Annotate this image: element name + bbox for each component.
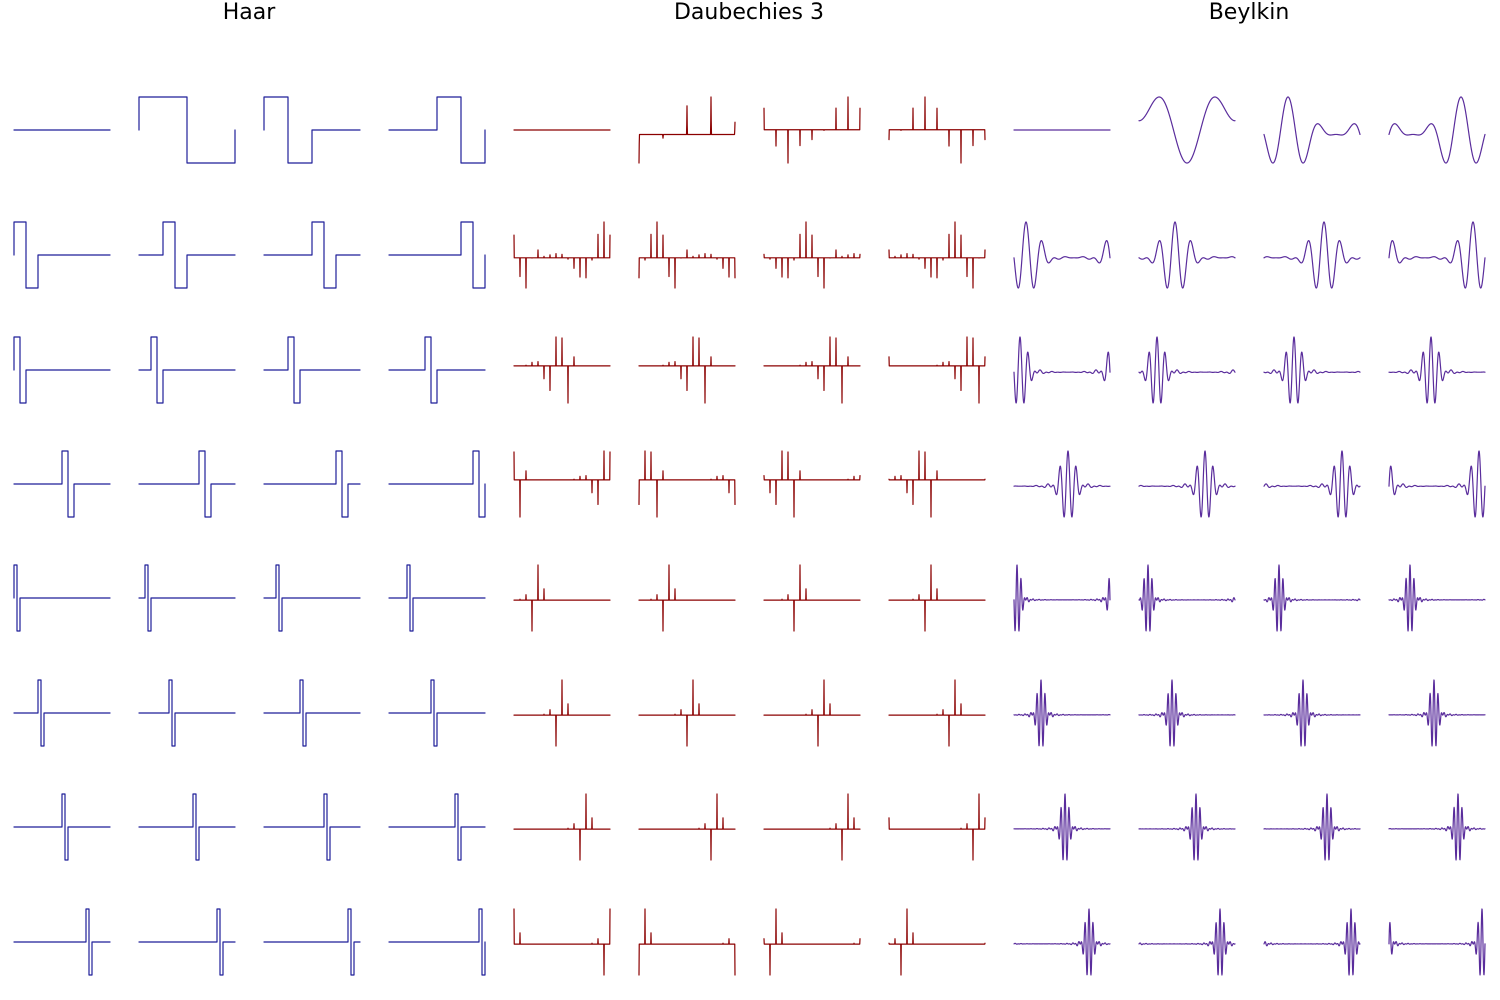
daubechies-3-basis-1 bbox=[638, 96, 736, 164]
beylkin-basis-17 bbox=[1138, 564, 1236, 632]
daubechies-3-basis-27 bbox=[888, 793, 986, 861]
haar-basis-8 bbox=[13, 336, 111, 404]
beylkin-basis-8 bbox=[1013, 336, 1111, 404]
beylkin-basis-28 bbox=[1013, 908, 1111, 976]
daubechies-3-basis-9 bbox=[638, 336, 736, 404]
beylkin-basis-5 bbox=[1138, 221, 1236, 289]
beylkin-basis-21 bbox=[1138, 679, 1236, 747]
beylkin-basis-31 bbox=[1388, 908, 1486, 976]
daubechies-3-basis-8 bbox=[513, 336, 611, 404]
haar-basis-22 bbox=[263, 679, 361, 747]
daubechies-3-basis-18 bbox=[763, 564, 861, 632]
haar-basis-15 bbox=[388, 450, 486, 518]
haar-basis-11 bbox=[388, 336, 486, 404]
beylkin-basis-1 bbox=[1138, 96, 1236, 164]
beylkin-basis-14 bbox=[1263, 450, 1361, 518]
haar-basis-1 bbox=[138, 96, 236, 164]
haar-basis-10 bbox=[263, 336, 361, 404]
beylkin-basis-27 bbox=[1388, 793, 1486, 861]
haar-basis-29 bbox=[138, 908, 236, 976]
beylkin-basis-7 bbox=[1388, 221, 1486, 289]
daubechies-3-basis-17 bbox=[638, 564, 736, 632]
daubechies-3-basis-15 bbox=[888, 450, 986, 518]
daubechies-3-basis-19 bbox=[888, 564, 986, 632]
beylkin-basis-22 bbox=[1263, 679, 1361, 747]
haar-basis-24 bbox=[13, 793, 111, 861]
daubechies-3-basis-22 bbox=[763, 679, 861, 747]
beylkin-basis-15 bbox=[1388, 450, 1486, 518]
haar-basis-14 bbox=[263, 450, 361, 518]
beylkin-basis-16 bbox=[1013, 564, 1111, 632]
daubechies-3-basis-12 bbox=[513, 450, 611, 518]
daubechies-3-basis-13 bbox=[638, 450, 736, 518]
beylkin-basis-20 bbox=[1013, 679, 1111, 747]
daubechies-3-basis-21 bbox=[638, 679, 736, 747]
haar-basis-4 bbox=[13, 221, 111, 289]
haar-basis-23 bbox=[388, 679, 486, 747]
beylkin-basis-9 bbox=[1138, 336, 1236, 404]
beylkin-basis-30 bbox=[1263, 908, 1361, 976]
beylkin-title: Beylkin bbox=[1208, 0, 1290, 25]
beylkin-basis-11 bbox=[1388, 336, 1486, 404]
haar-basis-13 bbox=[138, 450, 236, 518]
haar-basis-5 bbox=[138, 221, 236, 289]
haar-basis-30 bbox=[263, 908, 361, 976]
haar-basis-9 bbox=[138, 336, 236, 404]
daubechies-3-basis-2 bbox=[763, 96, 861, 164]
haar-basis-12 bbox=[13, 450, 111, 518]
daubechies-3-basis-11 bbox=[888, 336, 986, 404]
haar-basis-26 bbox=[263, 793, 361, 861]
haar-basis-18 bbox=[263, 564, 361, 632]
beylkin-basis-10 bbox=[1263, 336, 1361, 404]
daubechies-3-basis-7 bbox=[888, 221, 986, 289]
daubechies-3-basis-24 bbox=[513, 793, 611, 861]
haar-basis-25 bbox=[138, 793, 236, 861]
beylkin-basis-4 bbox=[1013, 221, 1111, 289]
haar-basis-16 bbox=[13, 564, 111, 632]
daubechies-3-basis-28 bbox=[513, 908, 611, 976]
daubechies-3-basis-4 bbox=[513, 221, 611, 289]
daubechies-3-basis-10 bbox=[763, 336, 861, 404]
beylkin-basis-18 bbox=[1263, 564, 1361, 632]
haar-basis-21 bbox=[138, 679, 236, 747]
haar-basis-3 bbox=[388, 96, 486, 164]
beylkin-basis-25 bbox=[1138, 793, 1236, 861]
haar-basis-20 bbox=[13, 679, 111, 747]
haar-basis-17 bbox=[138, 564, 236, 632]
beylkin-basis-3 bbox=[1388, 96, 1486, 164]
beylkin-basis-26 bbox=[1263, 793, 1361, 861]
daubechies-3-basis-25 bbox=[638, 793, 736, 861]
haar-basis-19 bbox=[388, 564, 486, 632]
haar-basis-7 bbox=[388, 221, 486, 289]
beylkin-basis-13 bbox=[1138, 450, 1236, 518]
beylkin-basis-19 bbox=[1388, 564, 1486, 632]
beylkin-basis-12 bbox=[1013, 450, 1111, 518]
daubechies-3-basis-3 bbox=[888, 96, 986, 164]
daubechies-3-basis-16 bbox=[513, 564, 611, 632]
daubechies-3-basis-5 bbox=[638, 221, 736, 289]
haar-basis-28 bbox=[13, 908, 111, 976]
beylkin-basis-23 bbox=[1388, 679, 1486, 747]
haar-basis-27 bbox=[388, 793, 486, 861]
daubechies-3-basis-31 bbox=[888, 908, 986, 976]
daubechies-3-basis-26 bbox=[763, 793, 861, 861]
beylkin-basis-6 bbox=[1263, 221, 1361, 289]
haar-basis-2 bbox=[263, 96, 361, 164]
haar-title: Haar bbox=[222, 0, 276, 25]
daubechies-3-basis-30 bbox=[763, 908, 861, 976]
beylkin-basis-2 bbox=[1263, 96, 1361, 164]
daubechies-3-basis-14 bbox=[763, 450, 861, 518]
daubechies3-title: Daubechies 3 bbox=[673, 0, 825, 25]
daubechies-3-basis-6 bbox=[763, 221, 861, 289]
daubechies-3-basis-20 bbox=[513, 679, 611, 747]
haar-basis-6 bbox=[263, 221, 361, 289]
daubechies-3-basis-29 bbox=[638, 908, 736, 976]
beylkin-basis-29 bbox=[1138, 908, 1236, 976]
beylkin-basis-24 bbox=[1013, 793, 1111, 861]
haar-basis-31 bbox=[388, 908, 486, 976]
daubechies-3-basis-23 bbox=[888, 679, 986, 747]
